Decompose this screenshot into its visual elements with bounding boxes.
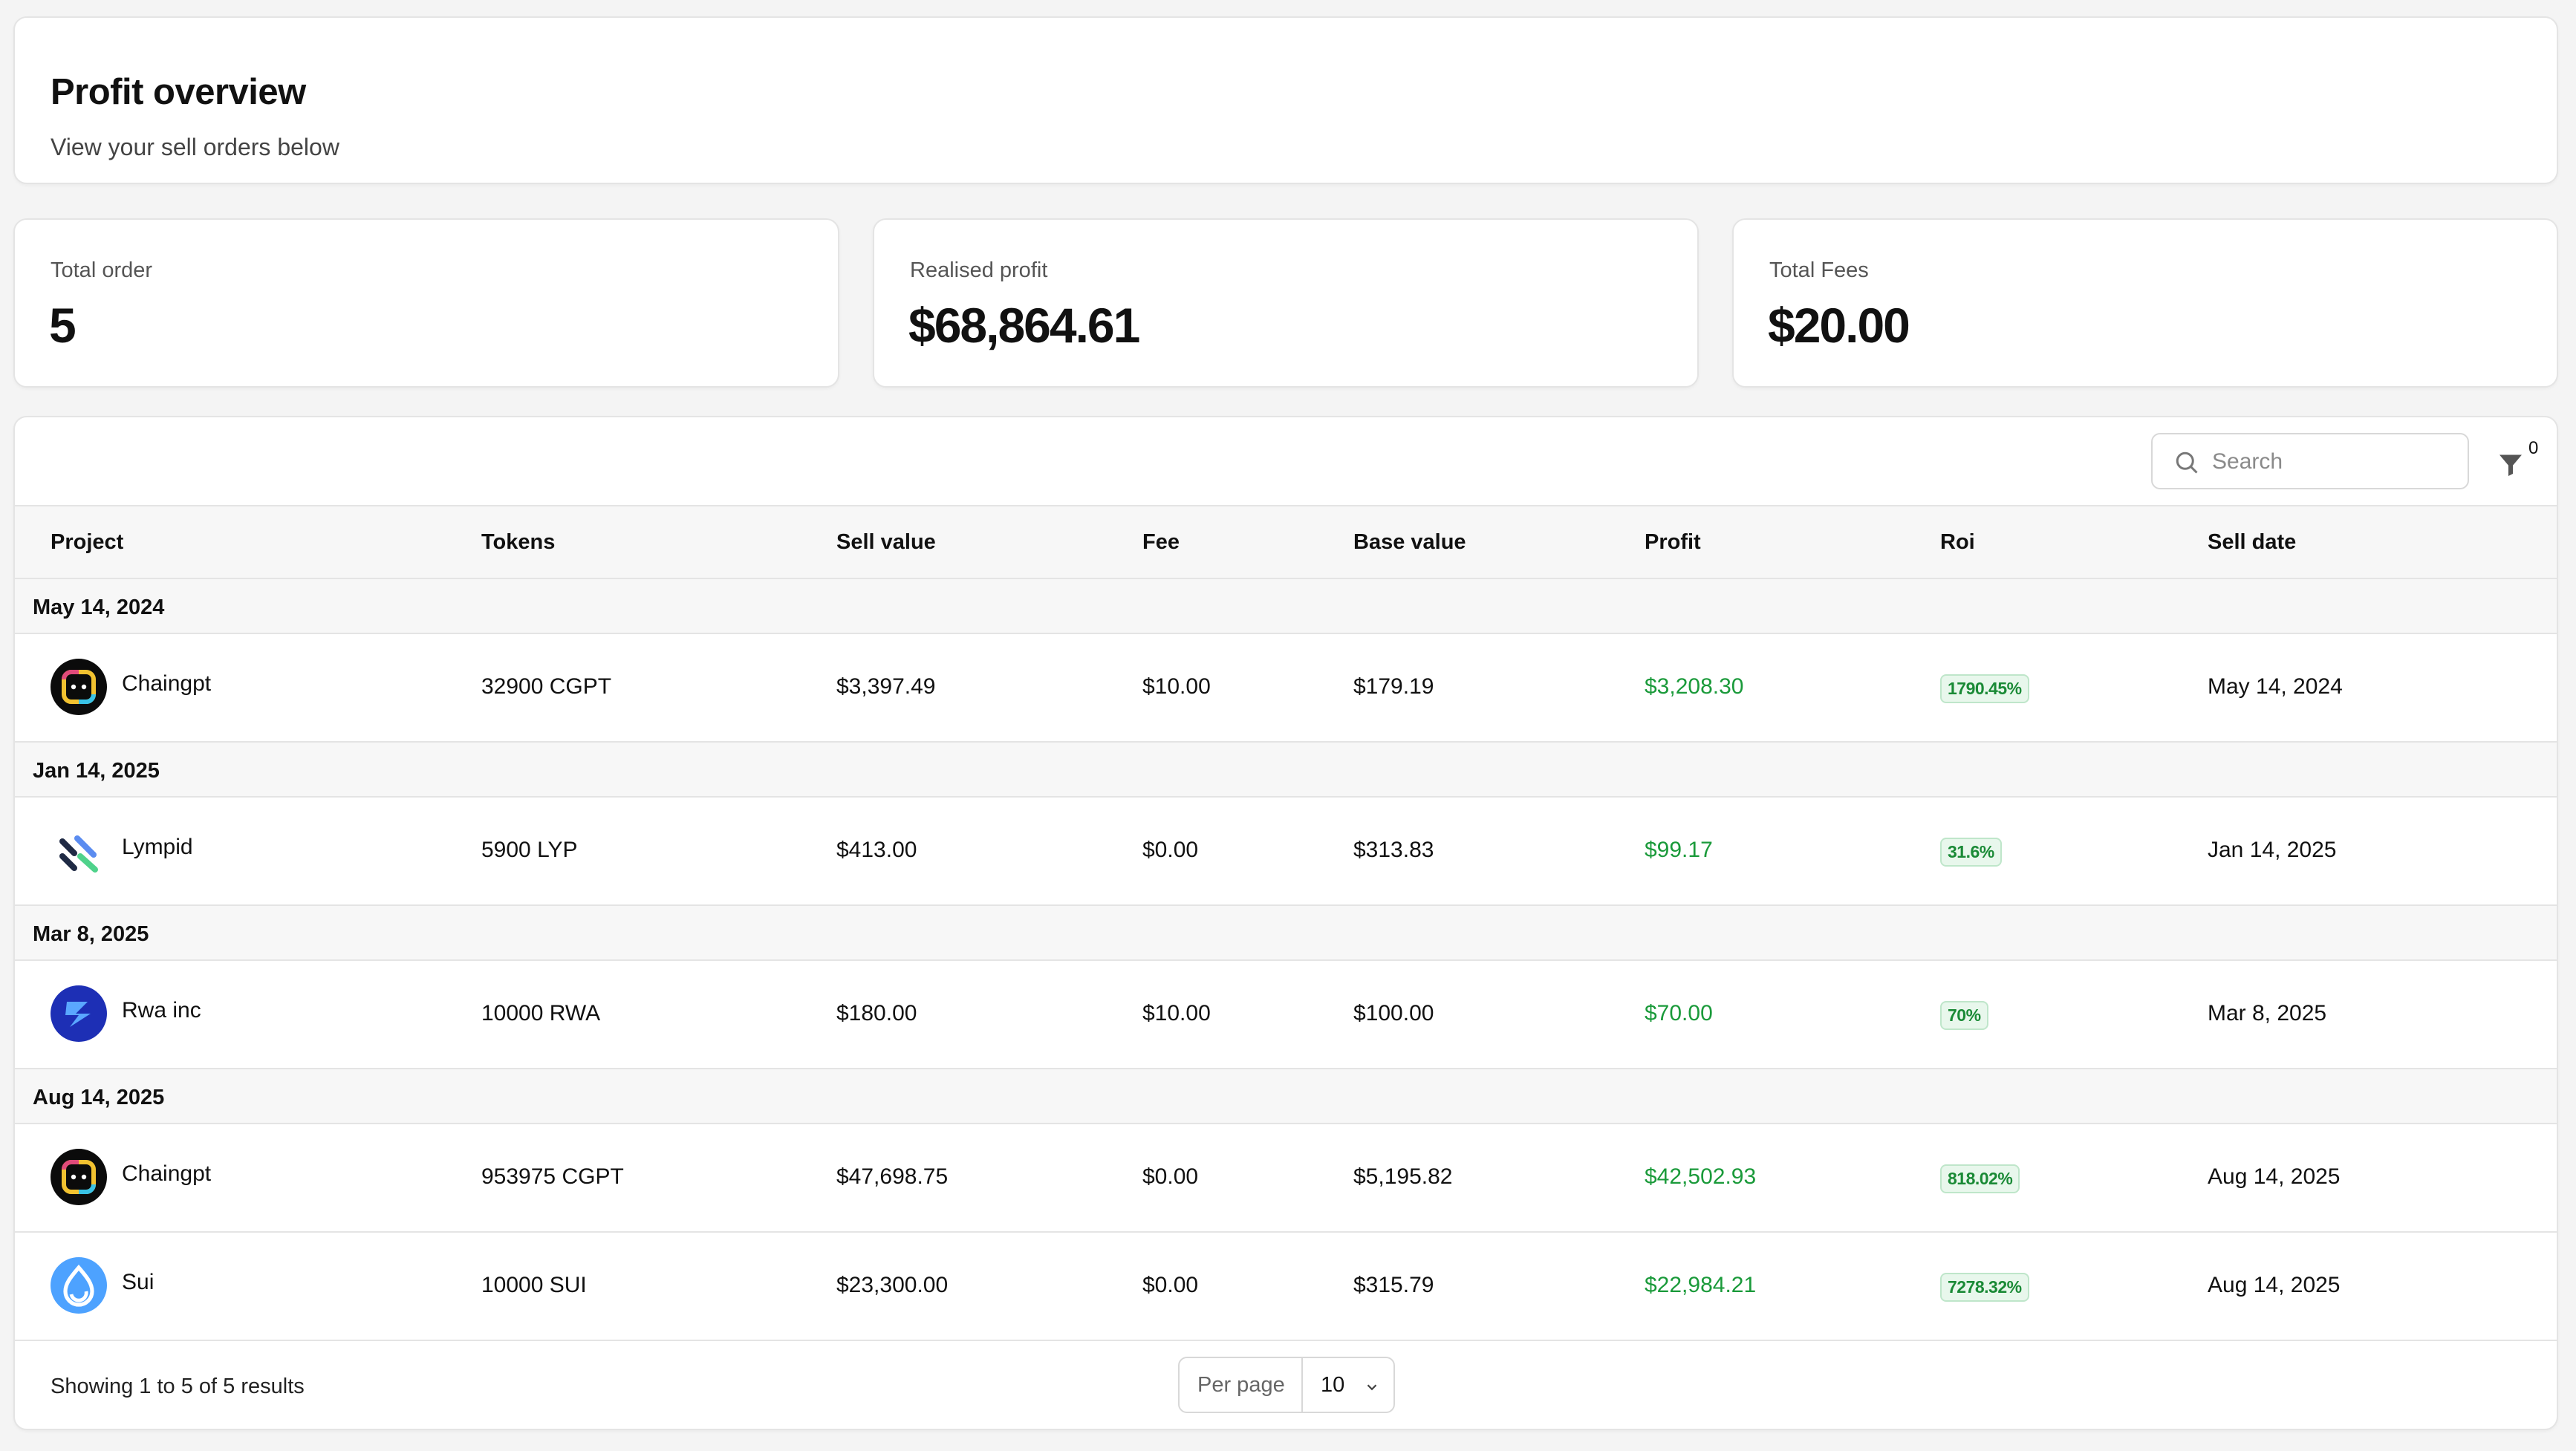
rwa-logo-icon <box>51 985 107 1042</box>
project-name[interactable]: Lympid <box>122 835 193 859</box>
column-header-sell-value[interactable]: Sell value <box>836 530 936 554</box>
table-row[interactable]: Chaingpt 32900 CGPT $3,397.49 $10.00 $17… <box>15 634 2557 743</box>
roi-badge: 1790.45% <box>1940 674 2029 703</box>
table-row[interactable]: Rwa inc 10000 RWA $180.00 $10.00 $100.00… <box>15 961 2557 1069</box>
date-group-row: Aug 14, 2025 <box>15 1069 2557 1124</box>
fee-cell: $10.00 <box>1142 674 1211 699</box>
date-group-row: May 14, 2024 <box>15 579 2557 634</box>
page-subtitle: View your sell orders below <box>51 134 339 160</box>
tokens-cell: 10000 RWA <box>481 1001 601 1026</box>
tokens-cell: 5900 LYP <box>481 838 578 862</box>
search-input[interactable] <box>2212 445 2457 479</box>
sell-date-cell: Aug 14, 2025 <box>2208 1273 2341 1297</box>
profit-cell: $3,208.30 <box>1645 674 1744 699</box>
profit-cell: $42,502.93 <box>1645 1164 1757 1189</box>
project-name[interactable]: Rwa inc <box>122 998 201 1023</box>
date-group-row: Jan 14, 2025 <box>15 743 2557 798</box>
roi-badge: 31.6% <box>1940 838 2002 867</box>
sell-date-cell: May 14, 2024 <box>2208 674 2343 699</box>
chaingpt-logo-icon <box>51 1149 107 1205</box>
sell-date-cell: Jan 14, 2025 <box>2208 838 2337 862</box>
sui-logo-icon <box>51 1257 107 1314</box>
stat-label: Total Fees <box>1769 258 1869 282</box>
stat-card-realised-profit: Realised profit $68,864.61 <box>873 218 1699 388</box>
project-name[interactable]: Chaingpt <box>122 671 212 696</box>
sell-value-cell: $47,698.75 <box>836 1164 949 1189</box>
results-summary: Showing 1 to 5 of 5 results <box>51 1375 305 1398</box>
chevron-down-icon[interactable] <box>1364 1379 1380 1395</box>
roi-badge: 818.02% <box>1940 1164 2020 1193</box>
funnel-icon <box>2499 454 2522 476</box>
fee-cell: $0.00 <box>1142 838 1199 862</box>
roi-badge: 70% <box>1940 1001 1988 1030</box>
lympid-logo-icon <box>59 835 98 873</box>
column-header-base-value[interactable]: Base value <box>1353 530 1466 554</box>
per-page-select[interactable]: Per page 10 <box>1178 1357 1395 1413</box>
table-row[interactable]: Chaingpt 953975 CGPT $47,698.75 $0.00 $5… <box>15 1124 2557 1233</box>
profit-cell: $70.00 <box>1645 1001 1713 1026</box>
date-group-label: Jan 14, 2025 <box>33 759 160 783</box>
date-group-label: Aug 14, 2025 <box>33 1086 165 1109</box>
chaingpt-logo-icon <box>51 659 107 715</box>
sell-date-cell: Mar 8, 2025 <box>2208 1001 2327 1026</box>
column-header-project[interactable]: Project <box>51 530 124 554</box>
stat-label: Total order <box>51 258 153 282</box>
filter-button[interactable]: 0 <box>2491 438 2543 490</box>
stat-value: 5 <box>49 298 77 353</box>
date-group-label: Mar 8, 2025 <box>33 922 149 946</box>
per-page-value[interactable]: 10 <box>1321 1373 1345 1397</box>
sell-orders-table-card: 0 Project Tokens Sell value Fee Base val… <box>13 416 2558 1430</box>
page-title: Profit overview <box>51 72 306 112</box>
profit-cell: $22,984.21 <box>1645 1273 1757 1297</box>
filter-count-badge: 0 <box>2528 438 2539 458</box>
per-page-label: Per page <box>1197 1373 1285 1397</box>
fee-cell: $0.00 <box>1142 1164 1199 1189</box>
table-row[interactable]: Sui 10000 SUI $23,300.00 $0.00 $315.79 $… <box>15 1233 2557 1341</box>
page-header-card: Profit overview View your sell orders be… <box>13 16 2558 184</box>
table-row[interactable]: Lympid 5900 LYP $413.00 $0.00 $313.83 $9… <box>15 798 2557 906</box>
base-value-cell: $5,195.82 <box>1353 1164 1453 1189</box>
column-header-sell-date[interactable]: Sell date <box>2208 530 2297 554</box>
sell-value-cell: $23,300.00 <box>836 1273 949 1297</box>
stat-label: Realised profit <box>910 258 1048 282</box>
sell-value-cell: $413.00 <box>836 838 917 862</box>
profit-cell: $99.17 <box>1645 838 1713 862</box>
date-group-label: May 14, 2024 <box>33 596 165 619</box>
table-footer: Showing 1 to 5 of 5 results Per page 10 <box>15 1342 2557 1429</box>
column-header-profit[interactable]: Profit <box>1645 530 1701 554</box>
tokens-cell: 32900 CGPT <box>481 674 612 699</box>
base-value-cell: $100.00 <box>1353 1001 1434 1026</box>
stat-value: $68,864.61 <box>908 298 1140 353</box>
roi-badge: 7278.32% <box>1940 1273 2029 1302</box>
stat-card-total-fees: Total Fees $20.00 <box>1732 218 2558 388</box>
table-header: Project Tokens Sell value Fee Base value… <box>15 506 2557 579</box>
sell-date-cell: Aug 14, 2025 <box>2208 1164 2341 1189</box>
project-name[interactable]: Chaingpt <box>122 1161 212 1186</box>
stat-value: $20.00 <box>1768 298 1910 353</box>
fee-cell: $10.00 <box>1142 1001 1211 1026</box>
project-name[interactable]: Sui <box>122 1270 155 1294</box>
column-header-roi[interactable]: Roi <box>1940 530 1975 554</box>
column-header-tokens[interactable]: Tokens <box>481 530 556 554</box>
date-group-row: Mar 8, 2025 <box>15 906 2557 961</box>
tokens-cell: 953975 CGPT <box>481 1164 624 1189</box>
sell-value-cell: $3,397.49 <box>836 674 936 699</box>
base-value-cell: $313.83 <box>1353 838 1434 862</box>
tokens-cell: 10000 SUI <box>481 1273 587 1297</box>
column-header-fee[interactable]: Fee <box>1142 530 1180 554</box>
per-page-divider <box>1301 1358 1303 1412</box>
table-toolbar: 0 <box>15 417 2557 506</box>
base-value-cell: $179.19 <box>1353 674 1434 699</box>
sell-value-cell: $180.00 <box>836 1001 917 1026</box>
base-value-cell: $315.79 <box>1353 1273 1434 1297</box>
search-box[interactable] <box>2151 433 2469 489</box>
stat-card-total-order: Total order 5 <box>13 218 839 388</box>
fee-cell: $0.00 <box>1142 1273 1199 1297</box>
search-icon <box>2176 451 2198 474</box>
